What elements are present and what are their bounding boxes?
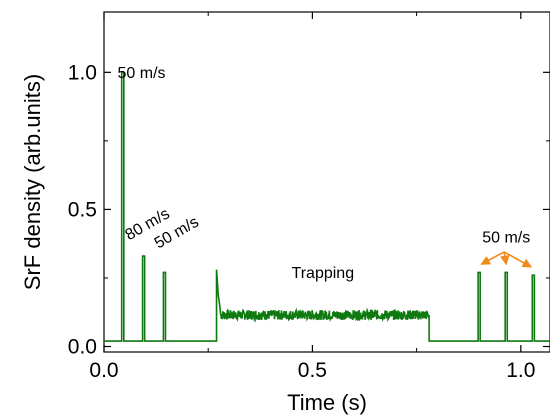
annotation-arrows (480, 251, 533, 268)
srf-density-trace (104, 71, 550, 342)
x-tick-label: 1.0 (506, 359, 535, 382)
data-series (104, 71, 550, 342)
y-tick-label: 1.0 (68, 61, 97, 84)
y-tick-label: 0.0 (68, 336, 97, 359)
y-axis-title: SrF density (arb.units) (20, 74, 45, 290)
x-tick-label: 0.5 (298, 359, 327, 382)
plot-frame (103, 11, 550, 353)
tick-marks (103, 12, 550, 352)
annotation-label: 50 m/s (482, 229, 530, 246)
annotation-label: Trapping (292, 265, 355, 282)
x-axis-title: Time (s) (287, 390, 367, 415)
annotation-arrow (500, 251, 510, 266)
y-tick-label: 0.5 (68, 198, 97, 221)
annotation-label: 50 m/s (118, 65, 166, 82)
x-tick-label: 0.0 (89, 359, 118, 382)
labels: 0.0 0.5 1.00.00.51.0 50 m/s80 m/s50 m/sTrap… (68, 61, 536, 382)
annotation-arrow (480, 251, 505, 265)
annotation-arrow (503, 251, 533, 268)
